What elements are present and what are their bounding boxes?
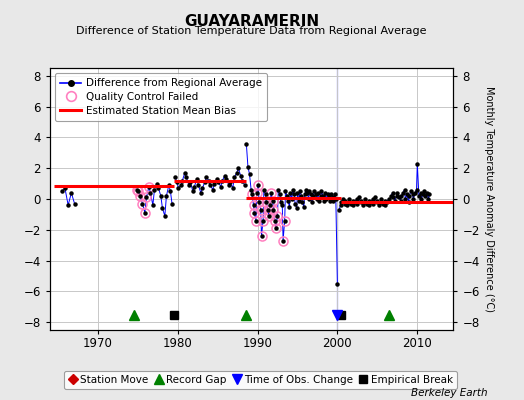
Text: Difference of Station Temperature Data from Regional Average: Difference of Station Temperature Data f… bbox=[77, 26, 427, 36]
Legend: Difference from Regional Average, Quality Control Failed, Estimated Station Mean: Difference from Regional Average, Qualit… bbox=[55, 73, 267, 121]
Text: GUAYARAMERIN: GUAYARAMERIN bbox=[184, 14, 319, 29]
Legend: Station Move, Record Gap, Time of Obs. Change, Empirical Break: Station Move, Record Gap, Time of Obs. C… bbox=[64, 371, 457, 389]
Text: Berkeley Earth: Berkeley Earth bbox=[411, 388, 487, 398]
Y-axis label: Monthly Temperature Anomaly Difference (°C): Monthly Temperature Anomaly Difference (… bbox=[484, 86, 494, 312]
